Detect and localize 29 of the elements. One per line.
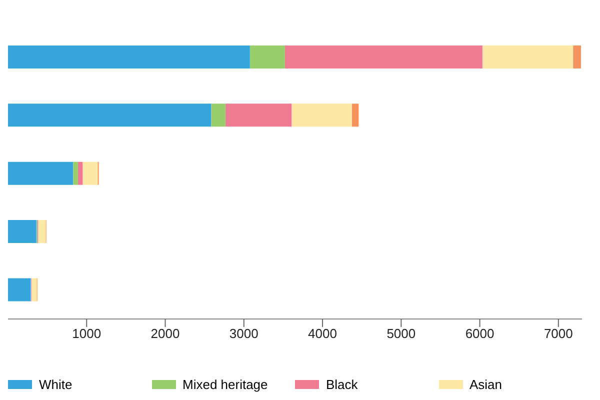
bar: [82, 162, 98, 185]
bar: [8, 162, 74, 185]
legend-label: Mixed heritage: [182, 377, 268, 392]
x-tick-label: 1000: [72, 326, 102, 342]
x-tick-label: 5000: [386, 326, 416, 342]
bar: [573, 45, 581, 68]
bar: [8, 220, 36, 244]
bar: [38, 220, 46, 244]
legend-label: White: [39, 377, 72, 392]
bar: [225, 104, 292, 127]
bar: [32, 278, 37, 302]
legend-label: Asian: [470, 377, 502, 392]
bar: [284, 45, 482, 68]
bar: [8, 45, 250, 68]
x-tick-label: 3000: [229, 326, 258, 342]
bar: [8, 278, 31, 302]
x-tick-label: 7000: [544, 326, 573, 342]
bar: [211, 104, 226, 127]
x-tick-label: 6000: [465, 326, 494, 342]
bar: [482, 45, 574, 68]
bar: [8, 104, 212, 127]
x-tick-label: 4000: [308, 326, 337, 342]
bar: [250, 45, 285, 68]
x-tick-label: 2000: [150, 326, 180, 342]
bar: [352, 104, 359, 127]
legend-label: Black: [326, 377, 358, 392]
bar: [78, 162, 83, 185]
bar: [292, 104, 352, 127]
bar: [73, 162, 78, 185]
